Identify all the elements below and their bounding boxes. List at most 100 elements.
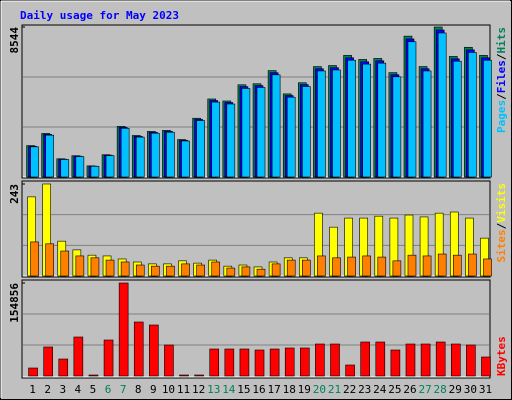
bar xyxy=(30,146,39,178)
bar xyxy=(196,120,205,178)
legend-separator: / xyxy=(495,53,508,60)
bar xyxy=(226,267,236,277)
x-tick-label: 5 xyxy=(90,383,97,396)
bar xyxy=(332,257,341,277)
bar xyxy=(483,59,492,178)
x-tick-label: 9 xyxy=(150,383,157,396)
x-tick-label: 13 xyxy=(207,383,220,396)
bar xyxy=(407,254,417,277)
bar xyxy=(241,266,251,277)
bar xyxy=(302,259,311,277)
x-tick-label: 20 xyxy=(313,383,326,396)
bar xyxy=(194,374,204,377)
x-tick-label: 24 xyxy=(373,383,387,396)
bar xyxy=(269,348,280,377)
bar xyxy=(300,347,310,377)
bar xyxy=(332,69,341,178)
x-tick-label: 3 xyxy=(59,383,66,396)
y-tick-label: 154856 xyxy=(8,283,21,323)
bar xyxy=(151,132,160,178)
bar xyxy=(120,128,130,178)
bar xyxy=(271,263,281,277)
bar xyxy=(166,131,175,178)
x-tick-label: 28 xyxy=(434,383,447,396)
x-tick-label: 11 xyxy=(177,383,190,396)
bar xyxy=(377,256,387,277)
x-tick-label: 2 xyxy=(44,383,51,396)
bar xyxy=(302,86,311,178)
bar xyxy=(392,260,402,277)
bar xyxy=(435,341,446,377)
bar xyxy=(468,52,477,178)
bar xyxy=(437,253,447,277)
x-tick-label: 1 xyxy=(29,383,36,396)
bar xyxy=(135,136,145,178)
bar xyxy=(239,348,250,377)
x-tick-label: 25 xyxy=(388,383,401,396)
bar xyxy=(60,159,70,178)
bar xyxy=(75,255,85,277)
bar xyxy=(422,255,432,277)
x-tick-label: 14 xyxy=(222,383,236,396)
bar xyxy=(452,60,462,178)
bar xyxy=(317,255,326,277)
bar xyxy=(256,268,266,277)
bar xyxy=(437,32,447,178)
bar xyxy=(43,346,53,377)
bar xyxy=(450,343,461,377)
bar xyxy=(179,374,189,377)
x-tick-label: 23 xyxy=(358,383,371,396)
bar xyxy=(133,321,144,377)
bar xyxy=(452,254,462,277)
bar xyxy=(103,339,114,377)
bar xyxy=(271,74,281,178)
bar xyxy=(164,344,174,377)
x-tick-label: 26 xyxy=(403,383,416,396)
bar xyxy=(224,348,235,377)
bar xyxy=(120,261,130,277)
bar xyxy=(226,103,236,178)
x-tick-label: 30 xyxy=(464,383,477,396)
bar xyxy=(420,343,431,377)
x-tick-label: 12 xyxy=(192,383,205,396)
legend-entry: Visits xyxy=(495,183,508,223)
bar xyxy=(390,349,401,377)
bar xyxy=(405,343,416,377)
x-tick-label: 6 xyxy=(105,383,112,396)
bar xyxy=(256,87,266,178)
x-tick-label: 17 xyxy=(267,383,280,396)
bar xyxy=(181,263,190,277)
x-tick-label: 8 xyxy=(135,383,142,396)
bar xyxy=(211,101,221,178)
bar xyxy=(90,165,100,178)
bar xyxy=(196,264,205,277)
legend: Sites/Visits xyxy=(495,183,508,263)
x-tick-label: 21 xyxy=(328,383,341,396)
x-tick-label: 31 xyxy=(479,383,492,396)
bar xyxy=(254,349,265,377)
bar xyxy=(105,259,115,277)
bar xyxy=(151,265,160,277)
bar xyxy=(60,250,70,277)
bar xyxy=(362,63,371,178)
bar xyxy=(315,343,325,377)
x-tick-label: 15 xyxy=(237,383,250,396)
bar xyxy=(88,374,99,377)
bar xyxy=(483,258,492,277)
bar xyxy=(317,70,326,178)
bar xyxy=(407,41,417,178)
bar xyxy=(360,341,370,377)
bar xyxy=(28,367,38,377)
x-tick-label: 4 xyxy=(75,383,82,396)
legend-entry: Files xyxy=(495,60,508,93)
bar xyxy=(241,88,251,178)
legend-separator: / xyxy=(495,222,508,229)
legend-entry: Pages xyxy=(495,100,508,133)
bar xyxy=(286,259,296,277)
bar xyxy=(284,347,295,377)
bar xyxy=(105,155,115,178)
bar xyxy=(345,364,355,377)
bar xyxy=(181,140,190,178)
bar xyxy=(135,264,145,277)
